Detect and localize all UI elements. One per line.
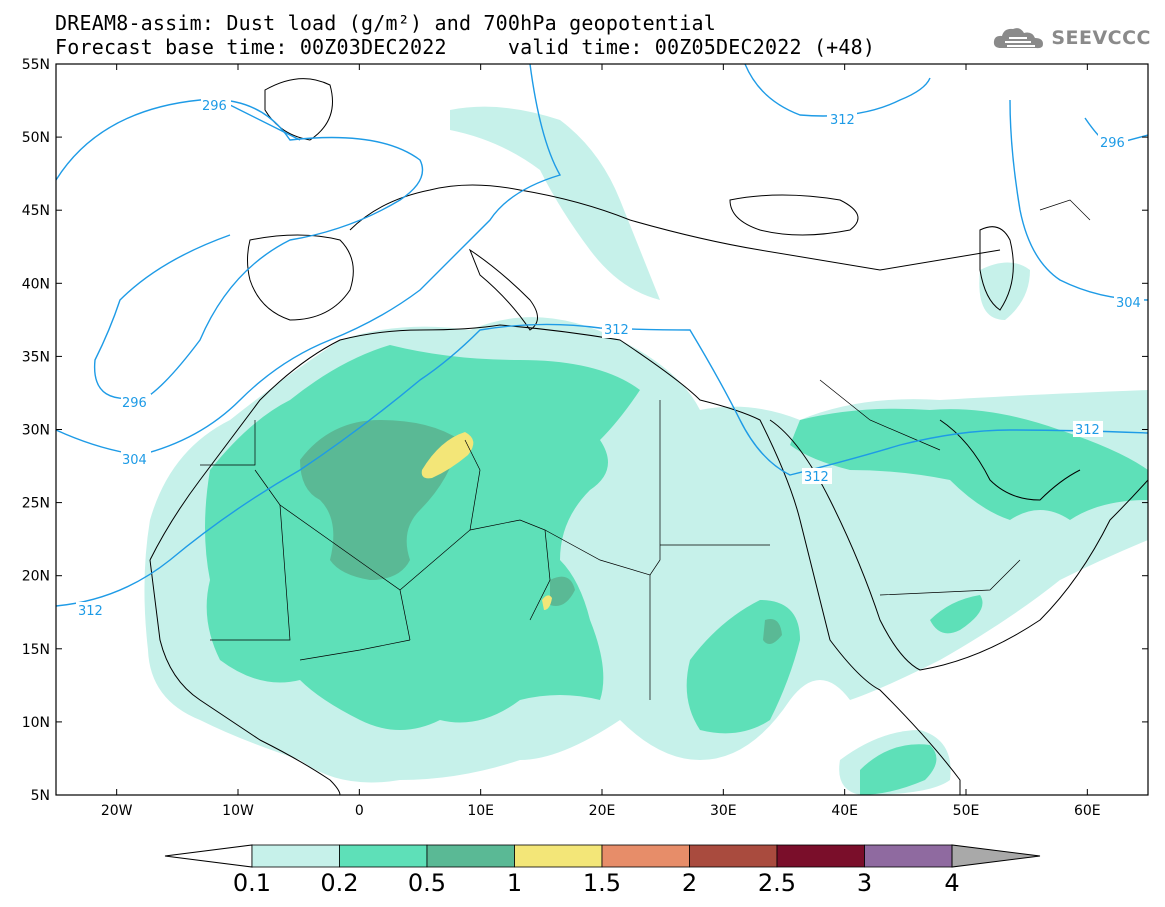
colorbar-level-label: 2.5 [758,869,796,897]
coast-black-sea [729,194,859,236]
coast-arabia [769,419,1148,671]
country-borders [200,199,1091,700]
lon-tick-label: 60E [1074,803,1101,819]
dust-band-0.2-east [790,408,1148,520]
lat-tick-label: 45N [22,203,50,219]
map-title: DREAM8-assim: Dust load (g/m²) and 700hP… [55,11,717,35]
contour-label-296-b: 296 [1100,136,1125,151]
latitude-axis: 55N 50N 45N 40N 35N 30N 25N 20N 15N 10N 5N [22,57,1148,804]
logo-text: SEEVCCC [1051,27,1151,49]
colorbar-level-label: 1.5 [583,869,621,897]
contour-label-312-b: 312 [78,604,103,619]
lat-tick-label: 55N [22,57,50,73]
coastlines [149,78,1148,795]
dust-load-field [144,106,1148,795]
contour-label-296-a: 296 [202,99,227,114]
contour-304-west [56,64,562,456]
colorbar-swatch [339,844,428,868]
lon-tick-label: 40E [831,803,858,819]
colorbar-swatch [514,844,603,868]
contour-296-west [56,98,424,400]
dust-band-0.1-caspian [979,262,1030,320]
colorbar-swatch [426,844,515,868]
colorbar-over-triangle [951,844,1041,868]
lat-tick-label: 15N [22,642,50,658]
lat-tick-label: 25N [22,496,50,512]
dust-band-0.5-chad [550,576,575,606]
coast-britain [264,78,333,141]
contour-label-296-c: 296 [122,396,147,411]
lon-tick-label: 30E [710,803,737,819]
colorbar-level-label: 0.2 [320,869,358,897]
colorbar-level-label: 0.1 [233,869,271,897]
coast-caspian [979,226,1014,311]
coast-africa-west [149,559,341,795]
coast-europe [349,184,1001,271]
dust-band-0.2-horn [860,744,937,795]
dust-band-1-chad [542,595,552,610]
dust-band-0.1-europe [450,106,660,301]
contour-312-north [744,64,931,117]
lon-tick-label: 0 [355,803,364,819]
colorbar-under-triangle [164,844,253,868]
contour-label-312-e: 312 [1075,423,1100,438]
colorbar-swatch [776,844,865,868]
coast-africa [149,324,961,795]
colorbar-level-label: 0.5 [408,869,446,897]
contour-label-312-a: 312 [830,113,855,128]
contour-304-east [1009,99,1148,301]
coast-italy [468,248,538,331]
forecast-time-line: Forecast base time: 00Z03DEC2022 valid t… [55,35,876,59]
lon-tick-label: 20W [101,803,133,819]
contour-label-304-a: 304 [122,453,147,468]
lon-tick-label: 10E [467,803,494,819]
lat-tick-label: 50N [22,130,50,146]
dust-band-0.2-arabia [930,595,983,634]
colorbar-level-label: 4 [944,869,959,897]
colorbar-level-label: 2 [682,869,697,897]
seevccc-logo: SEEVCCC [991,24,1151,52]
colorbar: 0.1 0.2 0.5 1 1.5 2 2.5 3 4 [164,844,1041,897]
colorbar-swatch [251,844,340,868]
lat-tick-label: 40N [22,276,50,292]
colorbar-level-label: 1 [507,869,522,897]
dust-band-0.5-sudan [763,619,782,644]
contour-label-312-d: 312 [804,470,829,485]
lon-tick-label: 20E [589,803,616,819]
coast-iberia [247,234,354,321]
dust-band-1 [421,432,474,479]
contour-label-304-b: 304 [1116,296,1141,311]
lat-tick-label: 10N [22,715,50,731]
lat-tick-label: 30N [22,423,50,439]
contour-labels: 296 312 296 296 304 312 312 312 304 312 [76,97,1144,619]
dust-band-0.5 [300,420,460,580]
contour-296-north [227,103,301,141]
contour-label-312-c: 312 [604,323,629,338]
colorbar-swatch [601,844,690,868]
lon-tick-label: 10W [222,803,254,819]
lat-tick-label: 35N [22,349,50,365]
coast-gulf [939,419,1081,501]
dust-band-0.2 [205,345,640,730]
colorbar-swatch [864,844,953,868]
longitude-axis: 20W 10W 0 10E 20E 30E 40E 50E 60E [101,64,1101,819]
cloud-icon [994,28,1044,49]
colorbar-level-label: 3 [857,869,872,897]
colorbar-swatch [689,844,778,868]
lon-tick-label: 50E [953,803,980,819]
lat-tick-label: 5N [31,788,50,804]
lat-tick-label: 20N [22,569,50,585]
